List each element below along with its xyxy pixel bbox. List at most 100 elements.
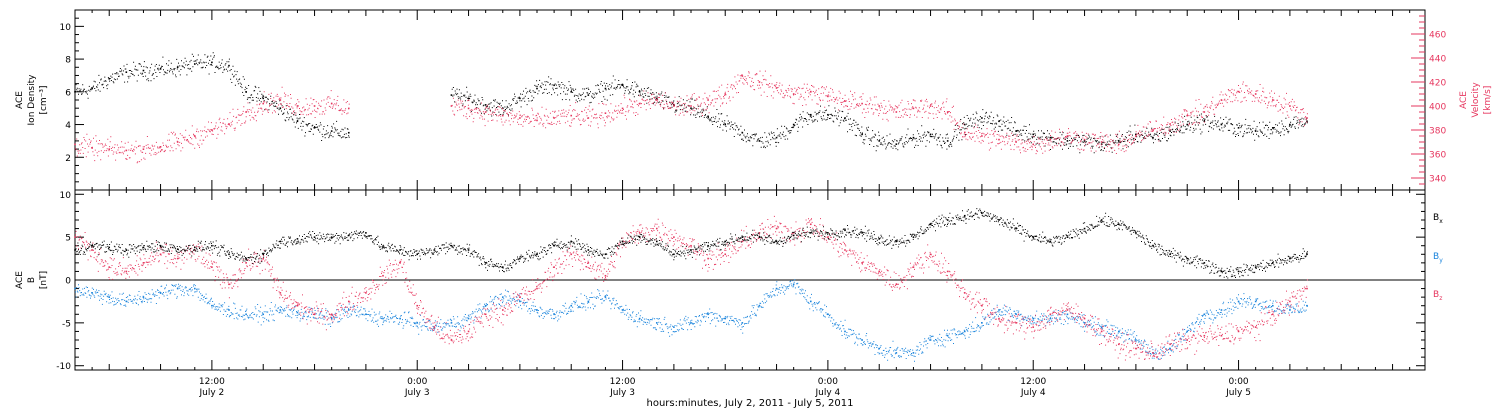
velocity-series-point	[792, 93, 795, 95]
bz-series-point	[1135, 347, 1137, 350]
by-series-point	[655, 322, 658, 324]
density-series-point	[536, 87, 538, 90]
velocity-series-point	[724, 93, 727, 95]
top-panel-frame	[74, 9, 1426, 191]
density-series-point	[1186, 123, 1189, 126]
bz-series-point	[330, 313, 333, 316]
top-right-tick-label: 440	[1429, 55, 1446, 65]
bz-series-point	[1186, 339, 1189, 341]
by-series-point	[519, 300, 521, 303]
bz-series-point	[228, 283, 230, 286]
bx-series-point	[827, 232, 829, 234]
top-left-ylabel-line: ACE	[15, 91, 25, 109]
bz-series-point	[570, 253, 573, 256]
bz-series-point	[861, 262, 863, 264]
by-series-point	[690, 322, 692, 324]
bx-series-point	[1015, 227, 1017, 230]
by-series-point	[450, 322, 453, 324]
velocity-series-point	[587, 117, 590, 119]
x-tick-date: July 3	[404, 388, 430, 398]
bz-series-point	[673, 236, 675, 238]
x-tick-time: 0:00	[818, 377, 838, 387]
by-series-point	[467, 317, 470, 320]
bx-series-point	[1186, 257, 1189, 260]
bz-series-point	[690, 244, 692, 247]
density-series-point	[1220, 123, 1223, 126]
density-series-point	[1100, 143, 1103, 145]
by-series-point	[587, 300, 590, 303]
bx-series-point	[416, 253, 419, 256]
bx-series-point	[262, 253, 265, 256]
velocity-series-point	[638, 102, 641, 105]
bx-series-point	[245, 257, 247, 260]
by-series-point	[1220, 309, 1223, 311]
bottom-ylabel-line: [nT]	[39, 271, 49, 289]
velocity-series-point	[74, 143, 76, 146]
legend-entry-y: By	[1433, 252, 1443, 264]
density-series-point	[604, 87, 607, 90]
bz-series-point	[211, 266, 213, 268]
by-series-point	[1015, 313, 1017, 316]
top-left-tick-label: 4	[65, 121, 71, 131]
density-series-point	[878, 140, 881, 142]
velocity-series-point	[108, 148, 111, 150]
by-series-point	[1237, 300, 1240, 303]
velocity-series-point	[1083, 138, 1086, 141]
bx-series-point	[929, 223, 932, 226]
x-tick-date: July 3	[609, 388, 635, 398]
velocity-series-point	[245, 111, 247, 113]
x-axis-label: hours:minutes, July 2, 2011 - July 5, 20…	[647, 398, 854, 409]
bz-series-point	[758, 232, 761, 234]
bz-series-point	[1289, 300, 1291, 303]
velocity-series-point	[484, 111, 487, 113]
bx-series-point	[1117, 223, 1120, 226]
bx-series	[74, 208, 1308, 279]
bx-series-point	[1083, 227, 1086, 230]
velocity-series-point	[519, 117, 521, 119]
bx-series-point	[467, 249, 470, 251]
density-series-point	[587, 94, 590, 96]
by-series-point	[792, 283, 795, 286]
by-series-point	[878, 347, 881, 350]
by-series-point	[1135, 339, 1137, 341]
density-series-point	[245, 91, 247, 93]
velocity-series-point	[878, 105, 881, 107]
velocity-series-point	[655, 99, 658, 101]
legend-entry-x: Bx	[1433, 213, 1443, 225]
by-series-point	[1049, 317, 1052, 320]
by-series-point	[262, 313, 265, 316]
bz-series-point	[809, 223, 812, 226]
by-series-point	[193, 287, 196, 290]
velocity-series-point	[963, 131, 966, 134]
velocity-series-point	[895, 111, 898, 113]
velocity-series	[74, 70, 1308, 164]
density-series-point	[262, 97, 265, 100]
bz-series-point	[1271, 313, 1274, 316]
top-left-tick-label: 2	[65, 154, 71, 164]
by-series-point	[929, 339, 932, 341]
by-series-point	[245, 313, 247, 316]
bx-series-point	[553, 244, 555, 247]
by-series-point	[142, 296, 145, 298]
by-series-point	[228, 309, 230, 311]
bz-series-cloud	[75, 215, 1308, 361]
velocity-series-point	[861, 102, 863, 105]
bx-series-point	[621, 240, 624, 243]
top-right-ylabel-line: [km/s]	[1483, 86, 1493, 115]
x-tick-time: 12:00	[610, 377, 636, 387]
velocity-series-point	[707, 99, 709, 101]
bx-series-point	[1049, 240, 1052, 243]
bx-series-point	[878, 238, 881, 240]
bz-series-point	[724, 253, 727, 256]
bx-series-point	[433, 249, 436, 251]
by-series-point	[1066, 313, 1069, 316]
by-series-point	[1203, 313, 1206, 316]
bz-series-point	[484, 313, 487, 316]
bx-series-point	[211, 244, 213, 247]
bottom-tick-label: -10	[56, 362, 71, 372]
velocity-series-point	[279, 99, 282, 101]
density-series-point	[775, 136, 778, 139]
by-series-point	[484, 304, 487, 307]
bz-series-point	[501, 309, 504, 311]
